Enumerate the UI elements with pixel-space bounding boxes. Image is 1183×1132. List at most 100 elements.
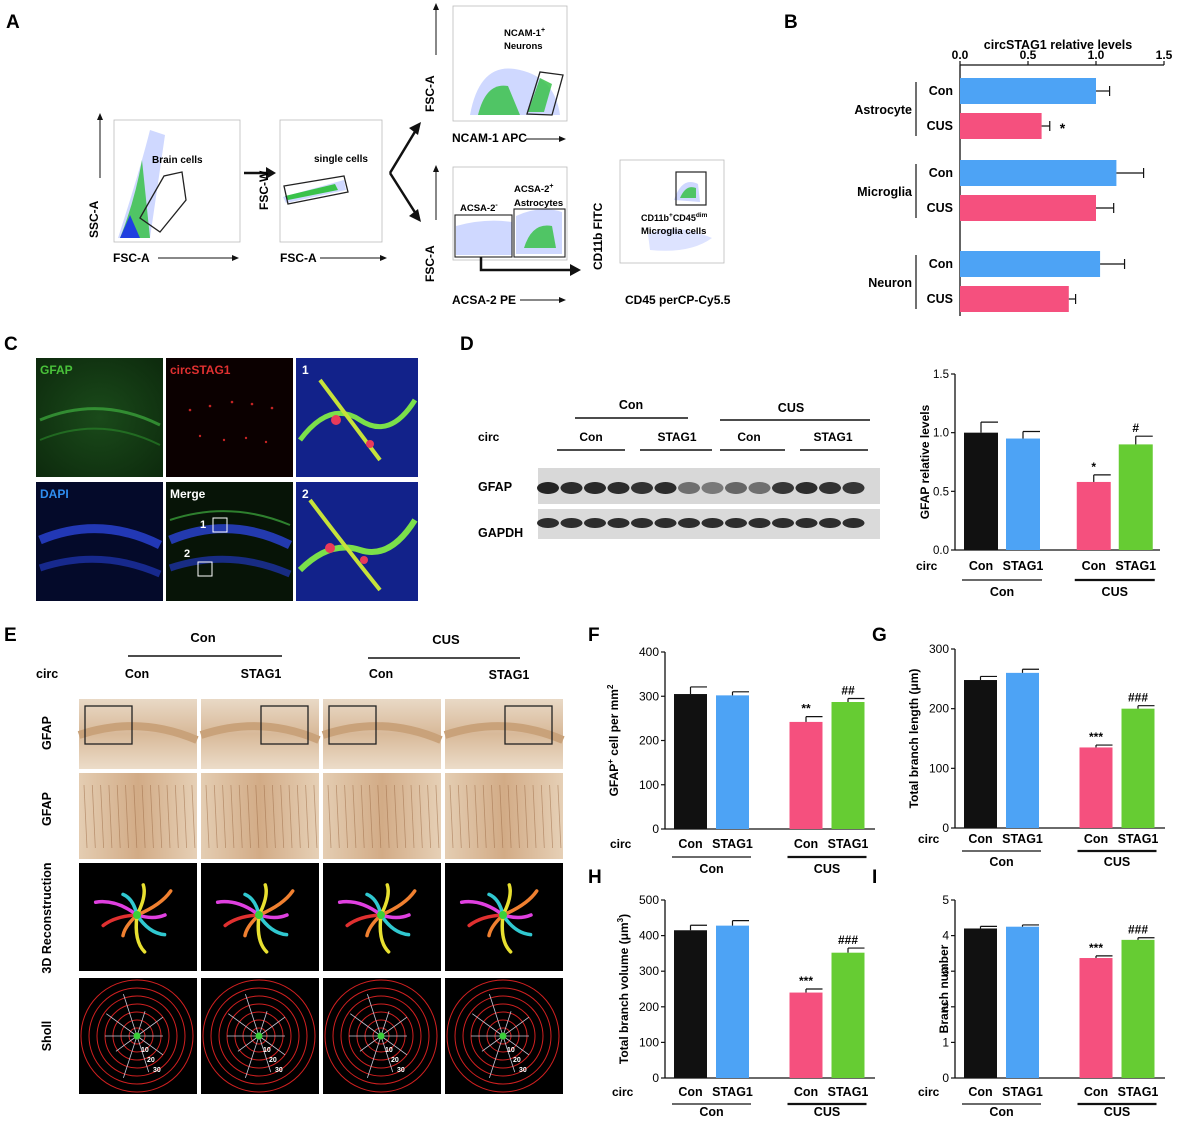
y-tick-label: 300 (639, 964, 659, 978)
chart-f: 0 100 200 300 400 GFAP+ cell per mm2 Con STAG1 *… (606, 645, 875, 876)
y-axis-label-sup: 3 (616, 917, 625, 922)
blot-band-gfap-lane (701, 482, 724, 494)
y-tick-label: 100 (929, 761, 949, 775)
chart-i: 0 1 2 3 4 5 Branch number Con STAG1 *** Con ### STAG… (918, 893, 1165, 1119)
ihc-fiber (238, 784, 243, 849)
significance-mark: ### (838, 933, 858, 947)
group-label-con: Con (989, 1105, 1013, 1119)
flow4-neg-label: ACSA-2- (460, 202, 498, 214)
sholl-soma (255, 1032, 263, 1040)
blot-circ-label: circ (478, 430, 500, 444)
ihc-fiber (418, 784, 423, 849)
y-tick-label: 400 (639, 645, 659, 659)
blot-band-gfap-lane (537, 482, 559, 494)
circ-row-label: circ (916, 559, 938, 573)
chart-g: 0 100 200 300 Total branch length (μm) Con STA… (907, 642, 1165, 869)
astrocyte-branch (257, 889, 295, 917)
circ-row-label: circ (610, 837, 632, 851)
y-tick-label: 200 (639, 1000, 659, 1014)
sholl-ring (96, 995, 178, 1077)
blot-band-gfap-lane (725, 482, 747, 494)
flow4-pos-label-2: Astrocytes (514, 198, 563, 209)
flow2-x-label: FSC-A (280, 251, 317, 265)
flow-arrow-1-2-head (266, 167, 276, 179)
y-tick-label: 1.0 (933, 428, 949, 440)
ihc-highmag-tile (323, 773, 441, 859)
flow-split-arrow-up (409, 122, 421, 135)
x-tick-label: Con (794, 1085, 818, 1099)
ihc-fiber (255, 784, 260, 849)
y-tick-label: 200 (929, 702, 949, 716)
blot-lane-2: STAG1 (657, 430, 696, 444)
sholl-radius-label: 20 (147, 1057, 155, 1064)
bar (964, 432, 998, 550)
ihc-fiber (369, 784, 373, 849)
sholl-radius-label: 10 (141, 1047, 149, 1054)
astrocyte-branch (379, 889, 417, 917)
x-tick-label: Con (968, 1085, 992, 1099)
group-label-cus: CUS (1104, 1105, 1130, 1119)
group-label-con: Con (990, 585, 1014, 599)
sholl-ring (332, 987, 430, 1085)
x-tick-label: Con (1084, 832, 1108, 846)
ihc-fiber (108, 784, 113, 849)
y-axis-label: Branch number (937, 944, 951, 1033)
sholl-branch (380, 1035, 408, 1056)
bar (964, 928, 997, 1078)
tile-label-zoom-1: 1 (302, 363, 309, 377)
x-tick-label: Con (1084, 1085, 1108, 1099)
blot-band-gapdh-lane (678, 518, 700, 528)
ihc-fiber (166, 784, 171, 849)
ihc-fiber (385, 784, 390, 849)
sholl-ring (454, 987, 552, 1085)
y-axis-label-text: Branch number (937, 944, 951, 1033)
flow-plot-4: ACSA-2- ACSA-2+ Astrocytes FSC-A ACSA-2 … (423, 165, 568, 307)
flow-split-arrows (388, 129, 418, 215)
e-row-gfap-1: GFAP (40, 716, 54, 750)
sholl-branch (258, 1011, 268, 1037)
blot-band-gfap-lane (819, 482, 841, 494)
e-col-4: STAG1 (489, 668, 530, 682)
y-tick-label: 200 (639, 734, 659, 748)
y-tick-label: 0.5 (933, 486, 949, 498)
x-tick-label: STAG1 (1115, 559, 1156, 573)
y-tick-label: 100 (639, 778, 659, 792)
b-group-label: Microglia (857, 185, 913, 199)
circ-row-label: circ (918, 1085, 940, 1099)
y-axis-label: GFAP relative levels (918, 404, 932, 519)
sholl-branch (237, 1035, 260, 1052)
bar (831, 952, 865, 1078)
e-row-sholl: Sholl (40, 1021, 54, 1052)
sholl-branch (367, 994, 382, 1037)
sholl-branch (472, 1013, 504, 1037)
roi-label-2: 2 (184, 548, 190, 560)
ihc-fiber (327, 784, 332, 849)
blot-band-gapdh-lane (795, 518, 818, 528)
flow4-pos-text: ACSA-2 (514, 184, 549, 195)
significance-mark: *** (1089, 941, 1103, 955)
flow3-gate-sup: + (541, 27, 545, 34)
ihc-fiber (288, 784, 293, 849)
x-tick-label: Con (969, 559, 993, 573)
flow3-x-label: NCAM-1 APC (452, 131, 527, 145)
sholl-branch (502, 1011, 512, 1037)
sholl-ring (324, 979, 438, 1093)
ihc-fiber (557, 784, 562, 849)
x-tick-label: Con (968, 832, 992, 846)
panel-letter-g: G (872, 625, 887, 646)
x-tick-label: STAG1 (1118, 1085, 1159, 1099)
blot-lane-4: STAG1 (813, 430, 852, 444)
ihc-zoom-box (328, 705, 377, 745)
y-axis-label-sup2: 2 (606, 684, 615, 689)
e-col-3: Con (369, 667, 393, 681)
chart-h: 0 100 200 300 400 500 Total branch volume (μm3… (612, 893, 875, 1119)
b-bar (960, 195, 1096, 221)
flow2-y-label: FSC-W (257, 170, 271, 210)
flow5-gate-sup-a: + (669, 212, 673, 219)
y-tick-label: 300 (929, 642, 949, 656)
blot-band-gapdh-lane (701, 518, 724, 528)
ihc-fiber (213, 784, 218, 849)
sholl-branch (245, 1035, 260, 1078)
astrocyte-branch (459, 899, 505, 917)
astrocyte-branch (135, 889, 173, 917)
